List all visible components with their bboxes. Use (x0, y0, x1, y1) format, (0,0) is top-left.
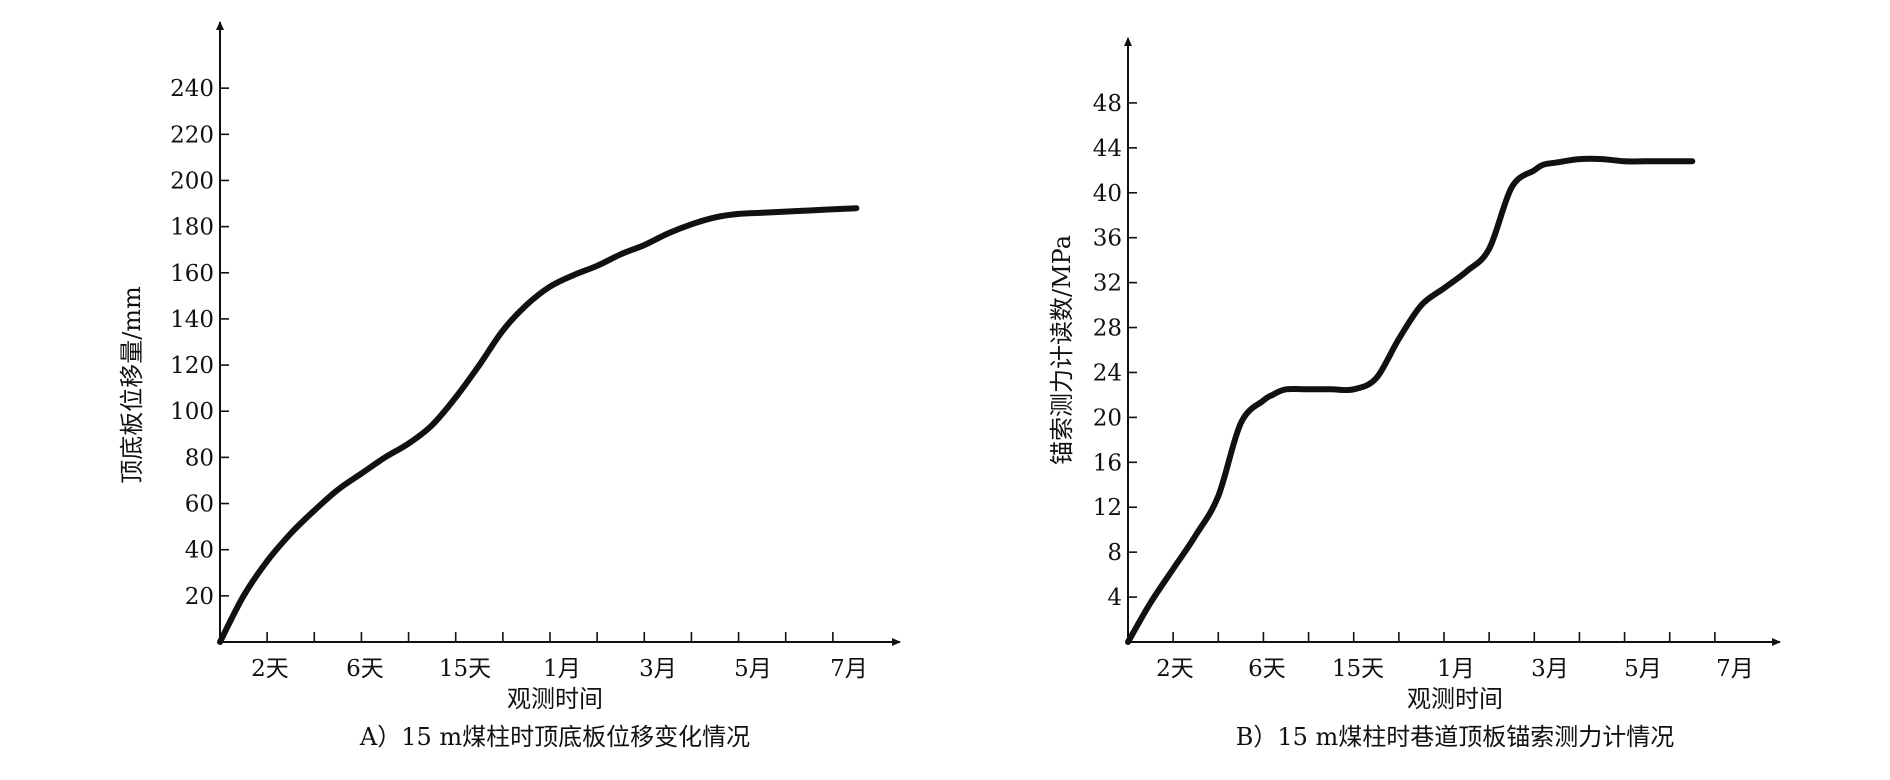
y-tick-label: 20 (185, 584, 214, 610)
x-tick-label: 7月 (830, 656, 868, 682)
chart-a-x-tick-labels: 2天 6天 15天 1月 3月 5月 7月 (251, 656, 868, 682)
chart-b-x-tick-labels: 2天 6天 15天 1月 3月 5月 7月 (1156, 656, 1754, 682)
y-tick-label: 200 (170, 168, 214, 194)
y-tick-label: 60 (185, 492, 214, 518)
y-tick-label: 180 (170, 215, 214, 241)
chart-b-x-axis-title: 观测时间 (1407, 685, 1503, 713)
y-tick-label: 44 (1093, 136, 1122, 162)
y-tick-label: 28 (1093, 316, 1122, 342)
x-tick-label: 15天 (1332, 656, 1384, 682)
y-tick-label: 12 (1093, 495, 1122, 521)
x-tick-label: 6天 (1248, 656, 1286, 682)
y-tick-label: 20 (1093, 405, 1122, 431)
chart-a-y-axis-title: 顶底板位移量/mm (118, 286, 146, 484)
y-tick-label: 240 (170, 76, 214, 102)
y-tick-label: 120 (170, 353, 214, 379)
y-tick-label: 140 (170, 307, 214, 333)
x-tick-label: 5月 (734, 656, 772, 682)
chart-a: 20 40 60 80 100 120 140 160 180 200 220 240 2天 6天 15天… (118, 21, 901, 751)
chart-b-y-axis-title: 锚索测力计读数/MPa (1048, 235, 1076, 465)
y-tick-label: 220 (170, 122, 214, 148)
chart-a-series-line (217, 205, 860, 645)
x-tick-label: 1月 (543, 656, 581, 682)
y-tick-label: 32 (1093, 271, 1122, 297)
y-tick-label: 48 (1093, 91, 1122, 117)
chart-a-x-axis-title: 观测时间 (507, 685, 603, 713)
chart-b-x-ticks (1172, 632, 1716, 642)
y-tick-label: 36 (1093, 226, 1122, 252)
chart-b-caption: B）15 m煤柱时巷道顶板锚索测力计情况 (1236, 723, 1675, 751)
y-tick-label: 40 (1093, 181, 1122, 207)
y-tick-label: 24 (1093, 360, 1122, 386)
x-tick-label: 3月 (639, 656, 677, 682)
x-tick-label: 3月 (1531, 656, 1569, 682)
chart-b-series-line (1125, 155, 1696, 645)
x-tick-label: 2天 (1156, 656, 1194, 682)
x-tick-label: 5月 (1624, 656, 1662, 682)
chart-a-caption: A）15 m煤柱时顶底板位移变化情况 (359, 723, 750, 751)
x-tick-label: 2天 (251, 656, 289, 682)
y-tick-label: 8 (1107, 540, 1122, 566)
y-tick-label: 80 (185, 445, 214, 471)
y-tick-label: 16 (1093, 450, 1122, 476)
y-tick-label: 160 (170, 261, 214, 287)
y-tick-label: 40 (185, 538, 214, 564)
x-tick-label: 1月 (1437, 656, 1475, 682)
x-tick-label: 6天 (346, 656, 384, 682)
y-tick-label: 100 (170, 399, 214, 425)
chart-a-x-ticks (266, 632, 834, 642)
y-tick-label: 4 (1107, 585, 1122, 611)
x-tick-label: 7月 (1716, 656, 1754, 682)
chart-a-y-ticks: 20 40 60 80 100 120 140 160 180 200 220 240 (170, 76, 229, 610)
x-tick-label: 15天 (439, 656, 491, 682)
